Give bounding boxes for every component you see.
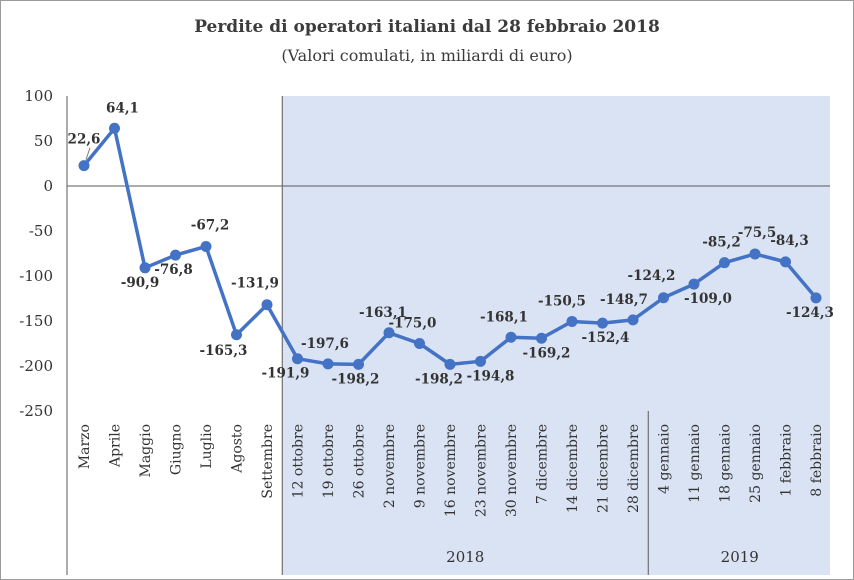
x-category-label: 30 novembre <box>504 424 520 517</box>
x-category-label: 4 gennaio <box>657 424 673 494</box>
x-category-label: 16 novembre <box>443 424 459 517</box>
data-point <box>688 278 700 290</box>
x-category-label: 14 dicembre <box>565 424 581 513</box>
y-tick-label: 0 <box>43 177 53 195</box>
data-point <box>261 299 273 311</box>
x-category-label: 2 novembre <box>382 424 398 508</box>
data-label: -152,4 <box>582 330 630 346</box>
x-category-label: 8 febbraio <box>809 424 825 497</box>
x-category-label: 1 febbraio <box>779 424 795 497</box>
x-category-label: 12 ottobre <box>291 424 307 498</box>
x-category-label: Aprile <box>108 424 124 468</box>
x-category-label: 25 gennaio <box>748 424 764 503</box>
data-label: 64,1 <box>106 100 139 116</box>
data-label: -163,1 <box>359 305 407 321</box>
data-label: -198,2 <box>415 371 463 387</box>
data-label: -109,0 <box>684 291 732 307</box>
data-label: 22,6 <box>68 132 101 148</box>
data-label: -191,9 <box>262 366 310 382</box>
data-point <box>109 122 120 134</box>
data-label: -76,8 <box>154 262 192 278</box>
x-category-label: Settembre <box>260 424 276 499</box>
data-label: -198,2 <box>332 371 380 387</box>
data-point <box>505 331 517 343</box>
chart-title: Perdite di operatori italiani dal 28 feb… <box>194 17 660 37</box>
x-category-label: 28 dicembre <box>626 424 642 513</box>
shaded-period <box>282 96 830 575</box>
data-point <box>444 358 456 370</box>
data-label: -148,7 <box>600 292 648 308</box>
data-point <box>627 314 639 326</box>
data-point <box>414 338 425 349</box>
data-label: -90,9 <box>121 275 159 291</box>
year-label: 2018 <box>446 548 484 566</box>
data-point <box>353 358 364 370</box>
data-point <box>597 317 608 329</box>
y-tick-label: -150 <box>19 312 53 330</box>
data-point <box>780 256 791 268</box>
data-point <box>749 248 761 260</box>
data-point <box>810 292 822 304</box>
x-category-label: 11 gennaio <box>687 424 703 503</box>
y-tick-label: -50 <box>29 222 53 240</box>
data-label: -84,3 <box>770 233 808 249</box>
data-point <box>322 358 334 370</box>
data-point <box>475 355 486 367</box>
y-tick-label: 100 <box>24 87 53 105</box>
year-label: 2019 <box>721 548 759 566</box>
x-category-label: 23 novembre <box>474 424 490 517</box>
data-label: -150,5 <box>538 293 586 309</box>
data-point <box>719 257 730 269</box>
data-label: -194,8 <box>467 368 515 384</box>
x-category-label: Giugno <box>169 424 185 475</box>
data-point <box>658 292 669 304</box>
data-point <box>231 329 242 341</box>
x-category-label: 9 novembre <box>413 424 429 508</box>
chart-subtitle: (Valori comulati, in miliardi di euro) <box>281 46 573 65</box>
data-label: -67,2 <box>191 217 229 233</box>
y-tick-label: -250 <box>19 402 53 420</box>
data-point <box>536 332 547 344</box>
y-tick-label: -100 <box>19 267 53 285</box>
y-tick-label: 50 <box>34 132 53 150</box>
data-label: -169,2 <box>523 345 571 361</box>
x-category-label: 21 dicembre <box>596 424 612 513</box>
x-category-label: Luglio <box>199 424 215 469</box>
data-point <box>292 353 303 365</box>
data-point <box>566 315 578 327</box>
data-label: -75,5 <box>738 225 776 241</box>
data-label-leader <box>85 147 91 160</box>
data-point <box>78 160 90 172</box>
data-label: -165,3 <box>200 343 248 359</box>
data-label: -124,3 <box>786 305 834 321</box>
x-category-label: Marzo <box>77 424 93 469</box>
x-category-label: 19 ottobre <box>321 424 337 498</box>
data-label: -168,1 <box>480 309 528 325</box>
x-category-label: Maggio <box>138 424 154 478</box>
x-category-label: 26 ottobre <box>352 424 368 498</box>
data-point <box>200 240 212 252</box>
data-label: -175,0 <box>389 316 437 332</box>
data-label: -197,6 <box>301 336 349 352</box>
data-label: -85,2 <box>702 235 740 251</box>
data-label: -124,2 <box>628 268 676 284</box>
data-point <box>139 262 151 274</box>
y-tick-label: -200 <box>19 357 53 375</box>
data-point <box>383 327 395 339</box>
data-label: -131,9 <box>231 276 279 292</box>
x-category-label: 7 dicembre <box>535 424 551 504</box>
x-category-label: 18 gennaio <box>718 424 734 503</box>
data-point <box>170 249 181 261</box>
x-category-label: Agosto <box>230 424 246 474</box>
